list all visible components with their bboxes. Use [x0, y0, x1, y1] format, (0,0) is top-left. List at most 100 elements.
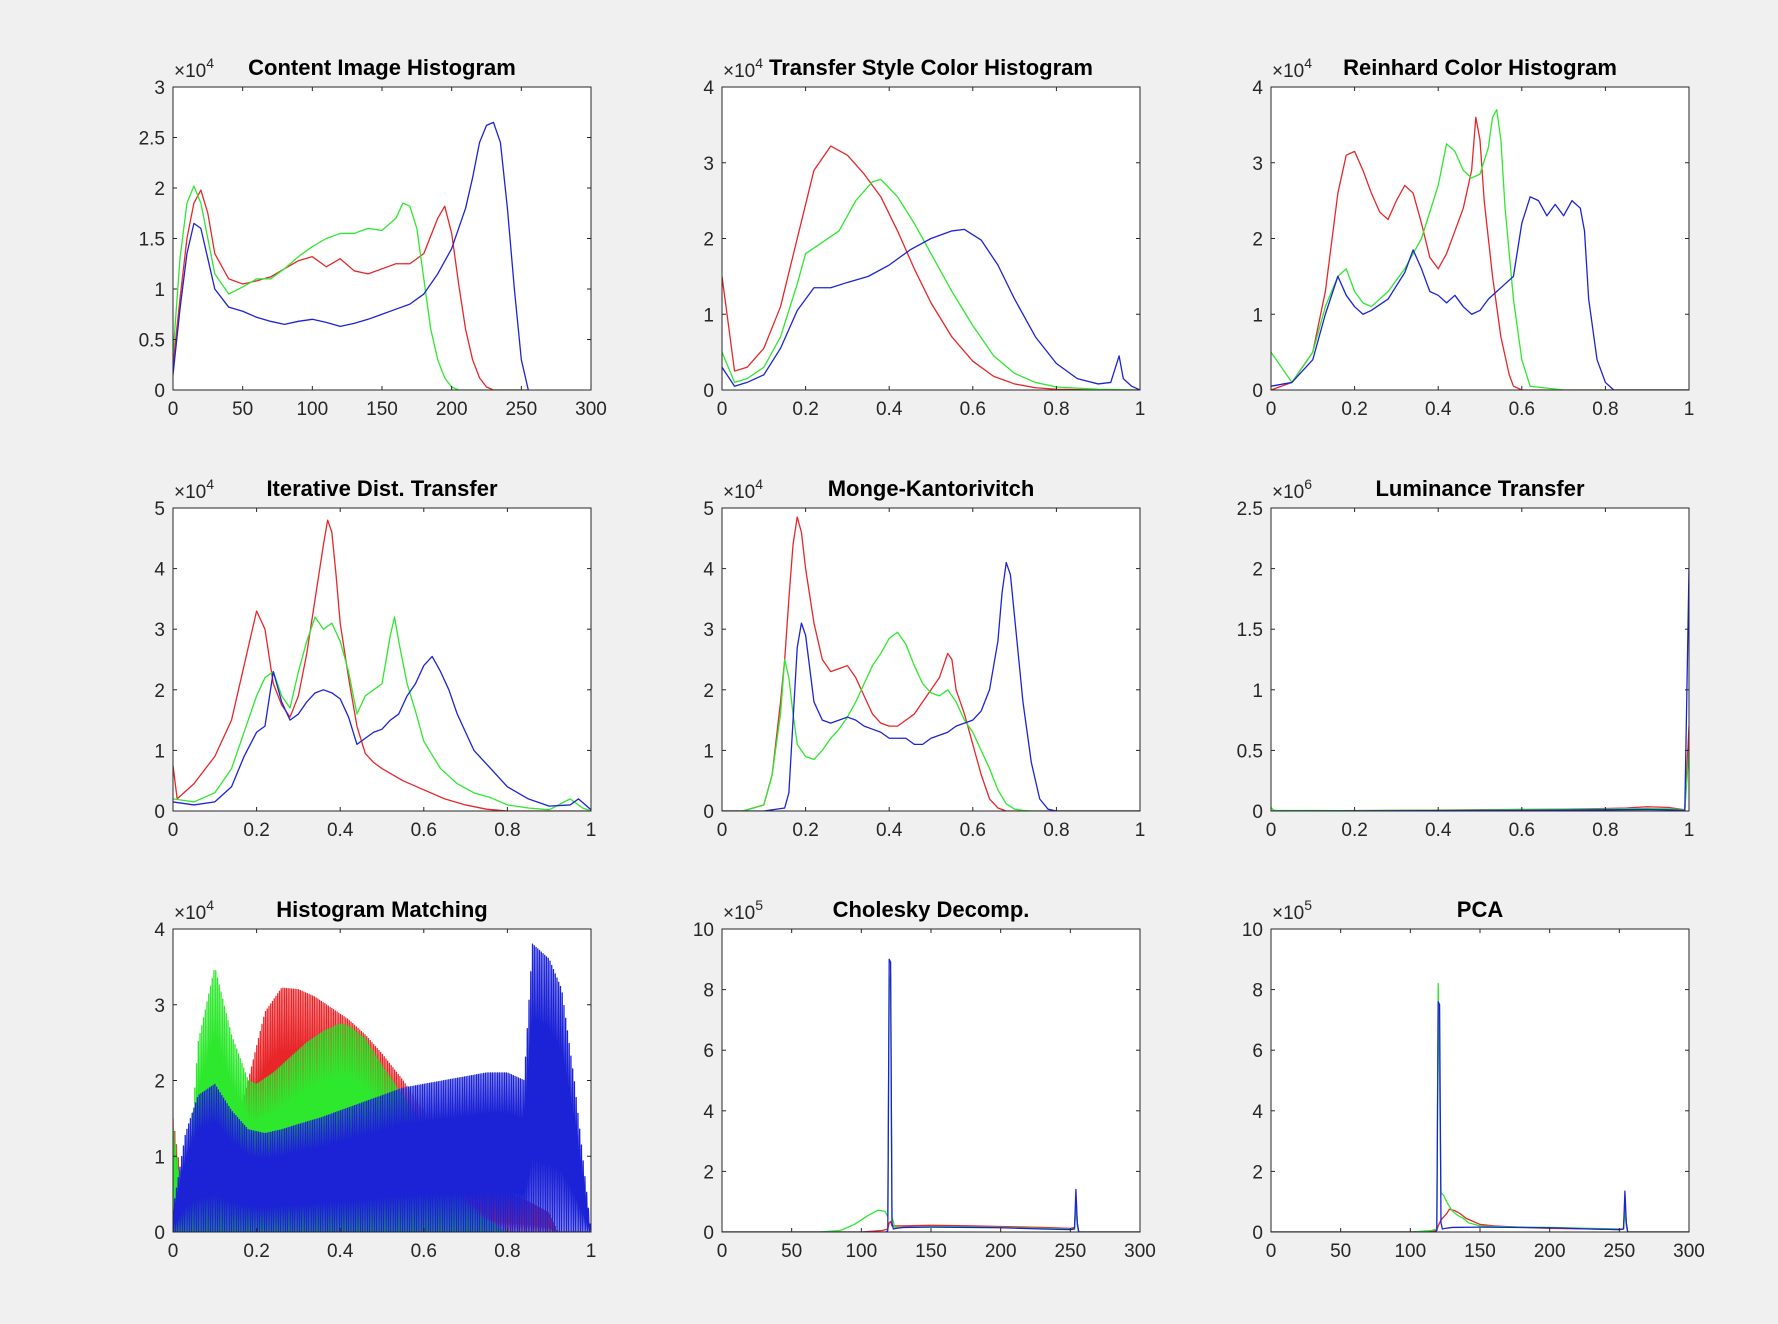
x-tick-label: 0.6	[960, 399, 986, 420]
x-tick-label: 0.6	[1509, 399, 1535, 420]
series-group	[173, 943, 591, 1232]
y-tick-label: 2	[703, 1162, 714, 1183]
series-group	[173, 519, 591, 811]
y-tick-label: 2.5	[139, 129, 165, 150]
x-tick-label: 0.4	[876, 820, 903, 841]
y-tick-label: 1	[154, 741, 165, 762]
y-tick-label: 0.5	[1237, 741, 1263, 762]
y-tick-label: 4	[1252, 1102, 1263, 1123]
y-tick-label: 2	[703, 230, 714, 251]
x-tick-label: 0.2	[243, 1241, 269, 1262]
x-tick-label: 200	[1534, 1241, 1566, 1262]
x-tick-label: 0.8	[1043, 399, 1069, 420]
series-line-red	[722, 516, 1140, 811]
series-group	[722, 145, 1140, 390]
x-tick-label: 0.2	[1341, 820, 1367, 841]
series-line-blue	[173, 943, 591, 1232]
y-tick-label: 10	[693, 920, 714, 941]
x-tick-label: 1	[586, 1241, 597, 1262]
plot-area	[173, 508, 591, 811]
y-tick-label: 1	[154, 1147, 165, 1168]
x-tick-label: 0.4	[327, 1241, 354, 1262]
series-group	[1271, 109, 1689, 390]
plot-area	[1271, 508, 1689, 811]
chart-title: Histogram Matching	[276, 897, 487, 922]
x-tick-label: 0	[168, 820, 179, 841]
x-tick-label: 300	[1124, 1241, 1156, 1262]
series-group	[1271, 982, 1689, 1232]
axes-box	[172, 507, 592, 812]
y-tick-label: 3	[154, 620, 165, 641]
x-tick-label: 0.6	[1509, 820, 1535, 841]
x-tick-label: 0.4	[1425, 820, 1452, 841]
y-tick-label: 4	[703, 78, 714, 99]
y-tick-label: 2	[703, 681, 714, 702]
series-line-blue	[722, 958, 1140, 1232]
series-line-blue	[722, 561, 1140, 811]
x-tick-label: 250	[1603, 1241, 1635, 1262]
y-tick-label: 1	[703, 741, 714, 762]
axes-box	[721, 507, 1141, 812]
series-line-red	[173, 519, 591, 811]
y-tick-label: 1	[1252, 305, 1263, 326]
y-tick-label: 0.5	[139, 331, 165, 352]
y-tick-label: 0	[154, 1223, 165, 1244]
y-tick-label: 1	[703, 305, 714, 326]
x-tick-label: 0.4	[327, 820, 354, 841]
x-tick-label: 0.2	[792, 399, 818, 420]
x-tick-label: 0.2	[792, 820, 818, 841]
y-tick-label: 3	[154, 996, 165, 1017]
x-tick-label: 50	[781, 1241, 802, 1262]
x-tick-label: 200	[436, 399, 468, 420]
series-line-green	[722, 178, 1140, 390]
series-line-blue	[1271, 196, 1689, 390]
x-tick-label: 100	[845, 1241, 877, 1262]
y-tick-label: 0	[1252, 381, 1263, 402]
y-tick-label: 5	[703, 499, 714, 520]
chart-title: Monge-Kantorivitch	[828, 476, 1035, 501]
x-tick-label: 0	[1266, 1241, 1277, 1262]
x-tick-label: 0.8	[1043, 820, 1069, 841]
series-line-green	[722, 631, 1140, 811]
x-tick-label: 150	[915, 1241, 947, 1262]
x-tick-label: 50	[1330, 1241, 1351, 1262]
chart-title: Cholesky Decomp.	[833, 897, 1030, 922]
y-tick-label: 3	[154, 78, 165, 99]
y-tick-label: 2	[154, 681, 165, 702]
plot-area	[1271, 929, 1689, 1232]
chart-title: Luminance Transfer	[1375, 476, 1585, 501]
y-tick-label: 3	[703, 154, 714, 175]
y-tick-label: 0	[703, 381, 714, 402]
x-tick-label: 0.4	[876, 399, 903, 420]
x-tick-label: 0.8	[494, 820, 520, 841]
x-tick-label: 0	[717, 399, 728, 420]
y-tick-label: 0	[154, 802, 165, 823]
y-tick-label: 2	[154, 1072, 165, 1093]
y-tick-label: 4	[154, 560, 165, 581]
y-tick-label: 4	[154, 920, 165, 941]
x-tick-label: 300	[1673, 1241, 1705, 1262]
y-tick-label: 0	[1252, 1223, 1263, 1244]
x-tick-label: 1	[586, 820, 597, 841]
x-tick-label: 0	[168, 399, 179, 420]
y-tick-label: 2	[1252, 1162, 1263, 1183]
x-tick-label: 0.2	[243, 820, 269, 841]
y-tick-label: 6	[703, 1041, 714, 1062]
y-tick-label: 0	[703, 802, 714, 823]
y-tick-label: 0	[154, 381, 165, 402]
x-tick-label: 0	[1266, 820, 1277, 841]
x-tick-label: 0.2	[1341, 399, 1367, 420]
x-tick-label: 0.6	[411, 1241, 437, 1262]
chart-title: Content Image Histogram	[248, 55, 516, 80]
series-line-blue	[1271, 1001, 1689, 1232]
x-tick-label: 50	[232, 399, 253, 420]
y-tick-label: 4	[1252, 78, 1263, 99]
x-tick-label: 0.8	[1592, 399, 1618, 420]
series-group	[722, 958, 1140, 1232]
